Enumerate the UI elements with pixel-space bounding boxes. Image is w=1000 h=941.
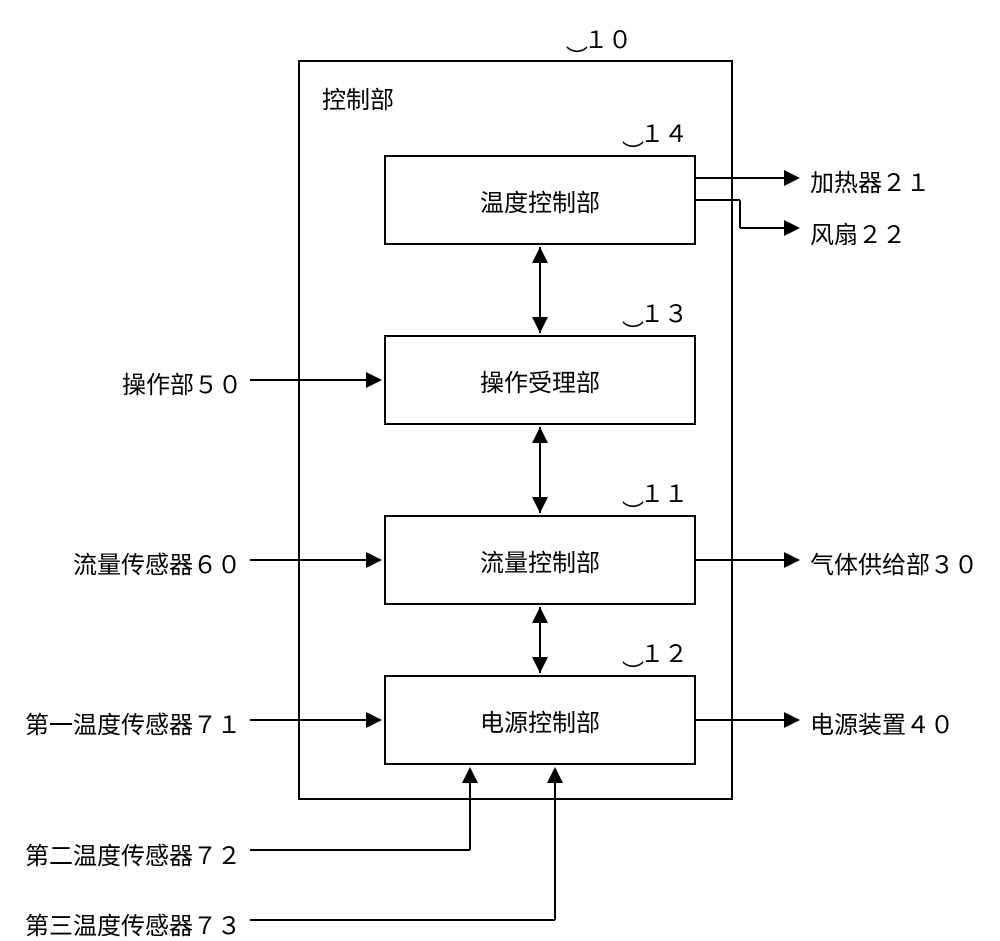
- ext-flow-sen: 流量传感器６０: [73, 545, 241, 580]
- block-temp-ctrl-tick: ︶: [622, 135, 644, 167]
- ext-temp3: 第三温度传感器７３: [25, 906, 241, 941]
- block-flow-ctrl-tick: ︶: [622, 495, 644, 527]
- block-flow-ctrl: 流量控制部: [384, 515, 696, 605]
- block-op-accept-ref: １３: [640, 294, 688, 329]
- block-power-ctrl-ref: １２: [640, 634, 688, 669]
- ext-op-unit: 操作部５０: [122, 365, 242, 400]
- block-power-ctrl: 电源控制部: [384, 675, 696, 765]
- ext-fan: 风扇２２: [810, 215, 906, 250]
- outer-label: 控制部: [322, 80, 394, 115]
- block-temp-ctrl: 温度控制部: [384, 155, 696, 245]
- block-temp-ctrl-ref: １４: [640, 114, 688, 149]
- ext-temp2: 第二温度传感器７２: [25, 836, 241, 871]
- diagram-canvas: 控制部 １０ ︶ 温度控制部 １４ ︶ 操作受理部 １３ ︶ 流量控制部 １１ …: [0, 0, 1000, 941]
- block-flow-ctrl-ref: １１: [640, 474, 688, 509]
- block-power-ctrl-tick: ︶: [622, 655, 644, 687]
- block-op-accept-label: 操作受理部: [480, 363, 600, 398]
- ext-power-dev: 电源装置４０: [810, 705, 954, 740]
- outer-ref-tick: ︶: [566, 40, 588, 72]
- block-op-accept-tick: ︶: [622, 315, 644, 347]
- ext-gas-sup: 气体供给部３０: [810, 545, 978, 580]
- block-power-ctrl-label: 电源控制部: [480, 703, 600, 738]
- ext-heater: 加热器２１: [810, 163, 930, 198]
- block-flow-ctrl-label: 流量控制部: [480, 543, 600, 578]
- outer-ref: １０: [584, 20, 632, 55]
- block-op-accept: 操作受理部: [384, 335, 696, 425]
- block-temp-ctrl-label: 温度控制部: [480, 183, 600, 218]
- ext-temp1: 第一温度传感器７１: [25, 705, 241, 740]
